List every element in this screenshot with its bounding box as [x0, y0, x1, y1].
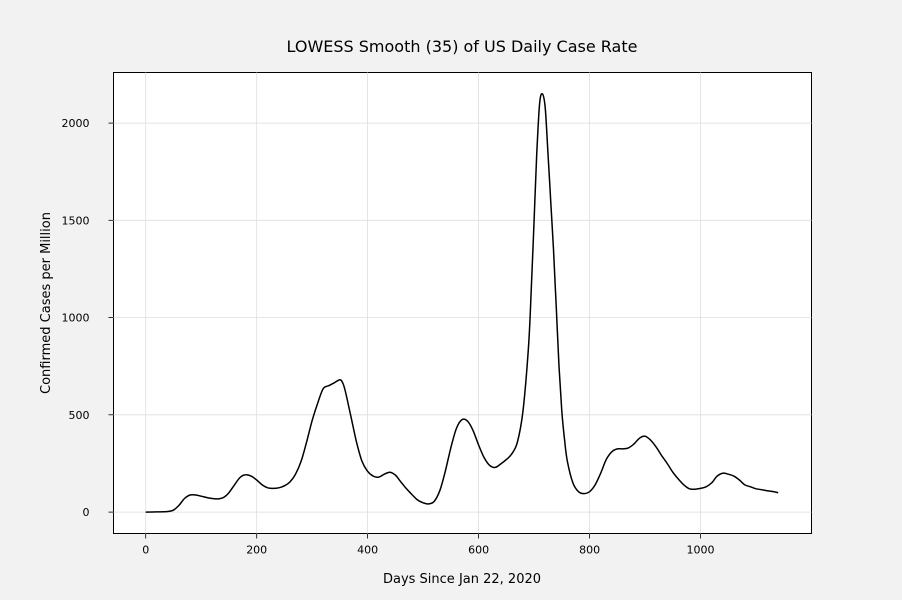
- series-line: [145, 92, 779, 513]
- y-tick-label: 500: [69, 409, 90, 422]
- y-axis-label: Confirmed Cases per Million: [39, 212, 54, 394]
- grid-layer: [113, 72, 812, 534]
- x-tick-label: 0: [142, 544, 149, 557]
- x-tick-label: 600: [468, 544, 489, 557]
- x-tick-label: 200: [246, 544, 267, 557]
- x-tick-label: 1000: [687, 544, 715, 557]
- x-axis-label: Days Since Jan 22, 2020: [383, 572, 541, 587]
- y-tick-label: 0: [83, 506, 90, 519]
- plot-area: [113, 72, 812, 534]
- y-tick-label: 1500: [62, 214, 90, 227]
- x-tick-label: 800: [579, 544, 600, 557]
- series-layer: [145, 92, 779, 513]
- x-tick-label: 400: [357, 544, 378, 557]
- y-tick-label: 2000: [62, 117, 90, 130]
- y-tick-label: 1000: [62, 312, 90, 325]
- chart-title: LOWESS Smooth (35) of US Daily Case Rate: [287, 37, 638, 56]
- tick-layer: 0 200 400 600 800 1000 0 500 1000 1500 2000: [62, 117, 715, 556]
